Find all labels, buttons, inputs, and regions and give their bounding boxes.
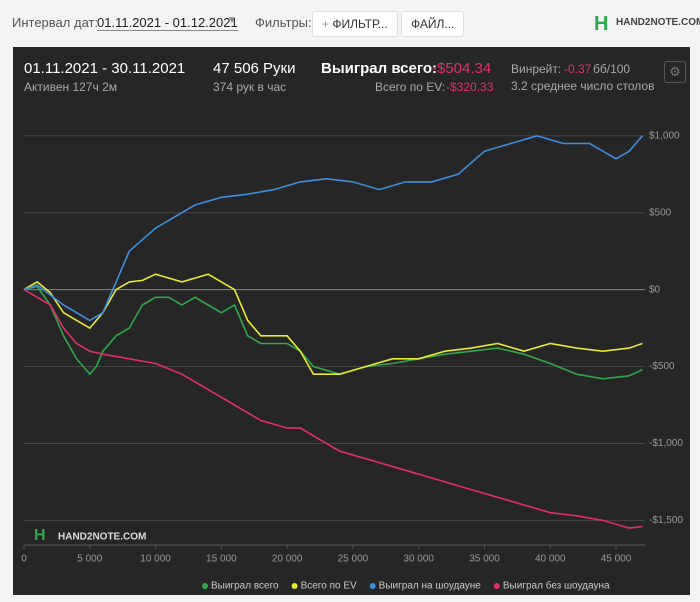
won-label: Выиграл всего: (321, 60, 438, 77)
stats-panel: 01.11.2021 - 30.11.2021 Активен 127ч 2м … (13, 47, 690, 595)
x-tick-label: 25 000 (338, 554, 369, 565)
series-line (23, 288, 643, 529)
ev-label: Всего по EV: (375, 80, 446, 94)
tables: 3.2 среднее число столов (511, 79, 655, 93)
legend-label: Выиграл без шоудауна (503, 580, 610, 592)
legend-label: Выиграл всего (211, 581, 279, 592)
legend-marker (291, 583, 298, 589)
series-line (23, 273, 643, 375)
y-tick-label: -$500 (649, 361, 675, 372)
filter-button-text[interactable]: ФИЛЬТР... (332, 17, 388, 31)
x-tick-label: 5 000 (77, 554, 102, 565)
date-label: Интервал дат: (12, 15, 99, 30)
legend-label: Всего по EV (301, 581, 357, 592)
x-tick-label: 30 000 (403, 554, 434, 565)
winrate-value: -0.37 (564, 62, 592, 76)
watermark-icon: H (34, 527, 46, 544)
winrate-unit: бб/100 (593, 62, 631, 76)
ev-value: -$320.33 (446, 80, 494, 94)
period: 01.11.2021 - 30.11.2021 (24, 60, 186, 77)
winrate-label: Винрейт: (511, 62, 562, 76)
hands: 47 506 Руки (213, 60, 296, 77)
x-tick-label: 40 000 (535, 554, 566, 565)
file-button[interactable]: ФАЙЛ... (401, 11, 465, 37)
legend-marker (493, 583, 500, 589)
x-tick-label: 10 000 (140, 554, 171, 565)
active-time: Активен 127ч 2м (24, 80, 117, 94)
logo-icon: H (594, 13, 609, 35)
watermark: HAND2NOTE.COM (58, 532, 146, 543)
y-tick-label: $500 (649, 207, 672, 218)
filter-button[interactable]: + ФИЛЬТР... (312, 11, 398, 37)
series-line (23, 134, 644, 322)
legend-label: Выиграл на шоудауне (379, 581, 482, 592)
legend-marker (202, 583, 208, 589)
logo: HAND2NOTE.COM (616, 17, 700, 28)
y-tick-label: $1,000 (649, 130, 680, 141)
filters-label: Фильтры: (255, 15, 312, 30)
series-line (23, 285, 643, 380)
x-tick-label: 0 (21, 554, 27, 565)
x-tick-label: 35 000 (469, 554, 500, 565)
x-tick-label: 20 000 (272, 554, 303, 565)
y-tick-label: -$1,500 (649, 515, 683, 526)
dropdown-arrow[interactable]: ▼ (227, 15, 237, 26)
legend-marker (369, 583, 376, 589)
y-tick-label: -$1,000 (649, 438, 683, 449)
x-tick-label: 15 000 (206, 554, 237, 565)
hands-per-hour: 374 рук в час (213, 80, 287, 94)
won-value: -$504.34 (432, 60, 492, 77)
y-tick-label: $0 (649, 284, 661, 295)
settings-button[interactable]: ⚙ (664, 61, 686, 83)
x-tick-label: 45 000 (601, 554, 632, 565)
date-range[interactable]: 01.11.2021 - 01.12.2021 (97, 15, 238, 31)
